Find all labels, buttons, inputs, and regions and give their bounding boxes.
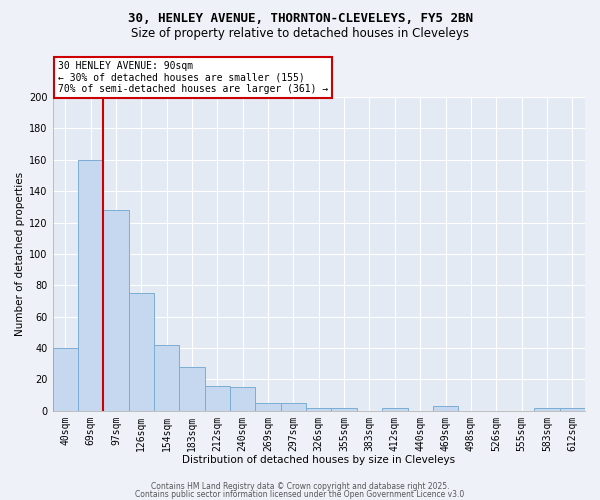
Bar — [382, 408, 407, 410]
Bar — [230, 387, 256, 410]
Bar — [433, 406, 458, 410]
Bar — [205, 386, 230, 410]
Bar — [179, 367, 205, 410]
Y-axis label: Number of detached properties: Number of detached properties — [15, 172, 25, 336]
Bar — [78, 160, 103, 410]
Bar — [281, 403, 306, 410]
Text: Size of property relative to detached houses in Cleveleys: Size of property relative to detached ho… — [131, 28, 469, 40]
Text: 30, HENLEY AVENUE, THORNTON-CLEVELEYS, FY5 2BN: 30, HENLEY AVENUE, THORNTON-CLEVELEYS, F… — [128, 12, 473, 26]
Bar — [331, 408, 357, 410]
Bar — [256, 403, 281, 410]
Bar — [53, 348, 78, 410]
Text: Contains HM Land Registry data © Crown copyright and database right 2025.: Contains HM Land Registry data © Crown c… — [151, 482, 449, 491]
Bar — [560, 408, 585, 410]
Bar — [128, 293, 154, 410]
Text: 30 HENLEY AVENUE: 90sqm
← 30% of detached houses are smaller (155)
70% of semi-d: 30 HENLEY AVENUE: 90sqm ← 30% of detache… — [58, 60, 328, 94]
Bar — [154, 345, 179, 410]
X-axis label: Distribution of detached houses by size in Cleveleys: Distribution of detached houses by size … — [182, 455, 455, 465]
Bar — [103, 210, 128, 410]
Text: Contains public sector information licensed under the Open Government Licence v3: Contains public sector information licen… — [136, 490, 464, 499]
Bar — [306, 408, 331, 410]
Bar — [534, 408, 560, 410]
